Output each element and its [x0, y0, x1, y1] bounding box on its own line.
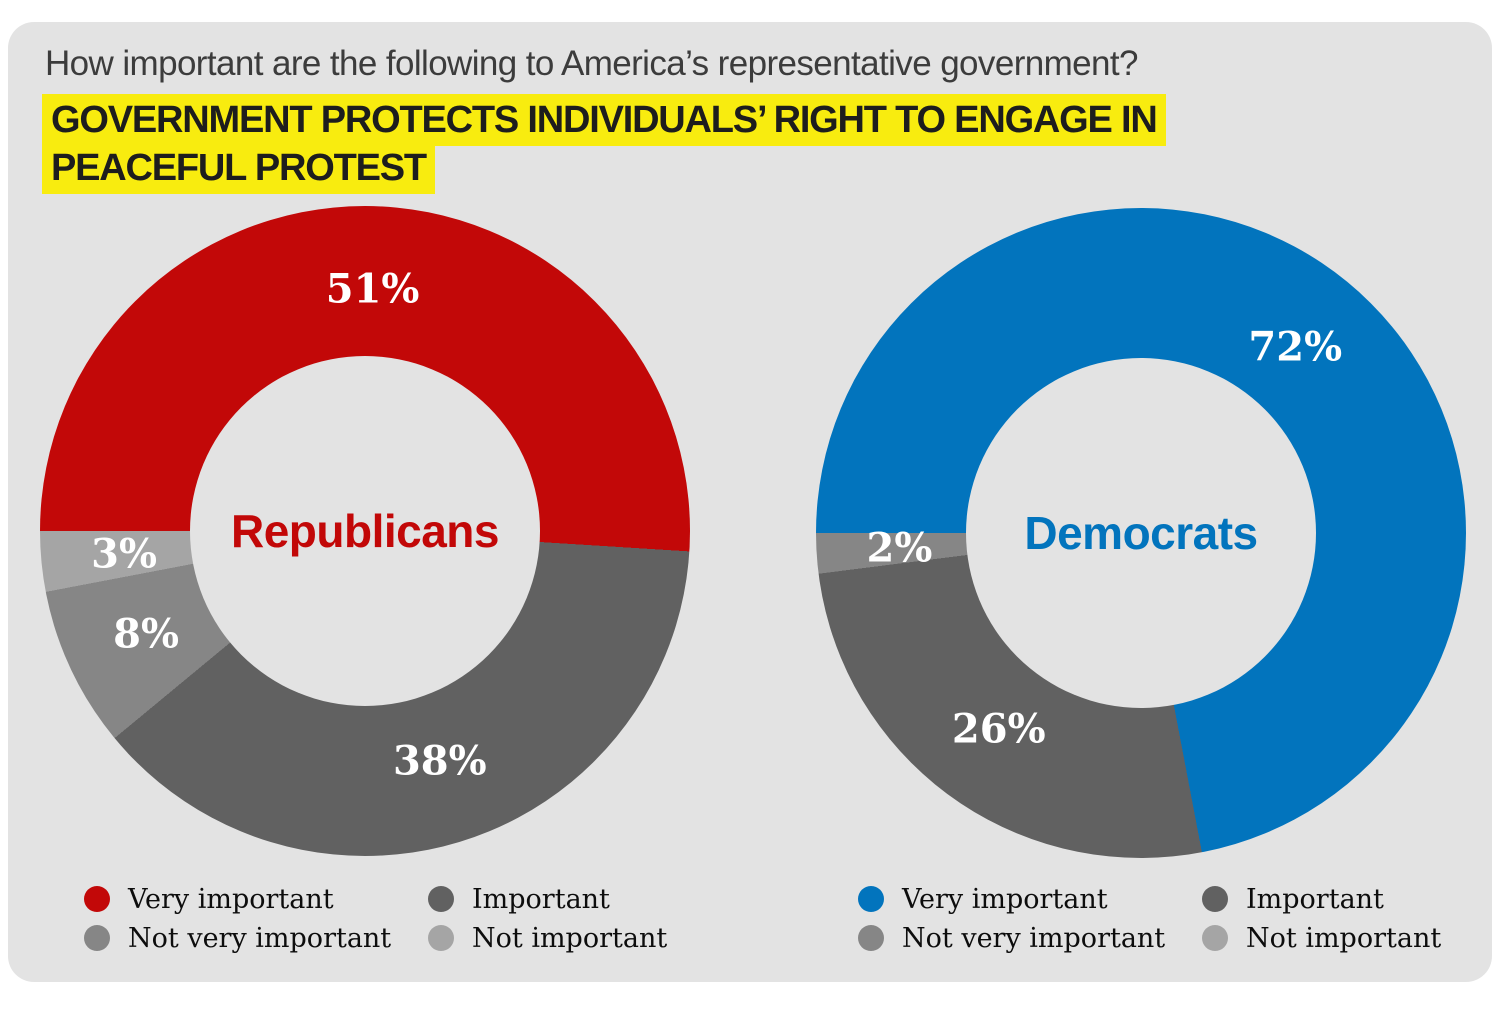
legend-color-dot: [84, 925, 110, 951]
legend-item-label: Important: [472, 883, 610, 915]
slice-label-democrats-very-important: 72%: [1248, 323, 1343, 371]
highlighted-heading-text: GOVERNMENT PROTECTS INDIVIDUALS’ RIGHT T…: [42, 94, 1166, 194]
legend-color-dot: [858, 886, 884, 912]
legend-item-not-very-important: Not very important: [858, 922, 1202, 954]
legend-item-label: Important: [1246, 883, 1384, 915]
legend-item-important: Important: [1202, 883, 1441, 915]
donut-hole-democrats: Democrats: [966, 358, 1316, 708]
legend-color-dot: [858, 925, 884, 951]
legend-republicans: Very important Important Not very importan…: [84, 883, 668, 954]
legend-item-label: Not very important: [128, 922, 392, 954]
legend-item-label: Not important: [472, 922, 668, 954]
legend-color-dot: [428, 886, 454, 912]
legend-color-dot: [428, 925, 454, 951]
legend-item-important: Important: [428, 883, 667, 915]
legend-item-not-important: Not important: [1202, 922, 1442, 954]
legend-item-label: Very important: [902, 883, 1108, 915]
legend-color-dot: [1202, 925, 1228, 951]
slice-label-republicans-very-important: 51%: [325, 265, 420, 313]
slice-label-democrats-not-very-important: 2%: [866, 524, 933, 572]
chart-question-title: How important are the following to Ameri…: [45, 44, 1138, 83]
legend-item-label: Very important: [128, 883, 334, 915]
legend-color-dot: [1202, 886, 1228, 912]
legend-item-label: Not important: [1246, 922, 1442, 954]
donut-chart-democrats: Democrats 72% 26% 2%: [816, 208, 1466, 858]
slice-label-republicans-important: 38%: [392, 737, 487, 785]
donut-hole-republicans: Republicans: [190, 356, 540, 706]
legend-item-not-important: Not important: [428, 922, 668, 954]
legend-democrats: Very important Important Not very importan…: [858, 883, 1442, 954]
slice-label-republicans-not-very-important: 8%: [113, 610, 179, 658]
legend-item-label: Not very important: [902, 922, 1166, 954]
legend-item-very-important: Very important: [84, 883, 428, 915]
slice-label-democrats-important: 26%: [951, 705, 1046, 753]
legend-item-not-very-important: Not very important: [84, 922, 428, 954]
legend-color-dot: [84, 886, 110, 912]
donut-chart-republicans: Republicans 51% 38% 8% 3%: [40, 206, 690, 856]
donut-center-label-republicans: Republicans: [230, 505, 500, 557]
legend-item-very-important: Very important: [858, 883, 1202, 915]
slice-label-republicans-not-important: 3%: [91, 530, 157, 578]
donut-center-label-democrats: Democrats: [1024, 507, 1258, 559]
chart-highlighted-heading: GOVERNMENT PROTECTS INDIVIDUALS’ RIGHT T…: [42, 94, 1202, 194]
